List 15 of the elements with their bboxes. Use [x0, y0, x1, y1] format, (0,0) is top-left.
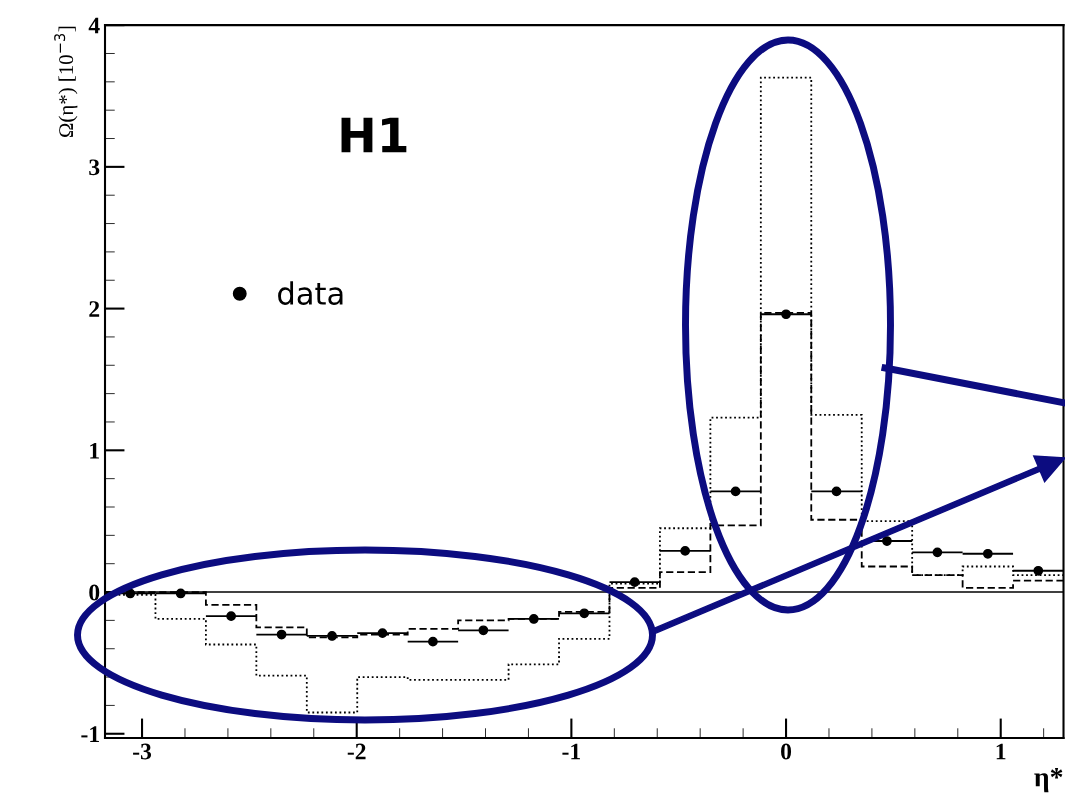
x-tick-label: -2: [347, 743, 366, 760]
y-tick-label: 1: [90, 442, 99, 459]
y-axis-title: Ω(η*) [10$^{−3}$]: [54, 26, 78, 137]
x-tick-label: -3: [133, 743, 152, 760]
x-axis-title: η*: [1034, 768, 1063, 793]
legend-label: data: [278, 281, 343, 305]
x-tick-label: -1: [562, 743, 580, 760]
y-tick-label: 0: [89, 584, 100, 601]
y-tick-label: -1: [81, 726, 99, 742]
annotation: H1: [341, 117, 407, 153]
y-tick-label: 3: [89, 159, 100, 176]
x-tick-label: 0: [781, 743, 792, 760]
y-tick-label: 4: [88, 17, 100, 34]
y-tick-label: 2: [89, 301, 100, 317]
x-tick-label: 1: [996, 743, 1006, 760]
